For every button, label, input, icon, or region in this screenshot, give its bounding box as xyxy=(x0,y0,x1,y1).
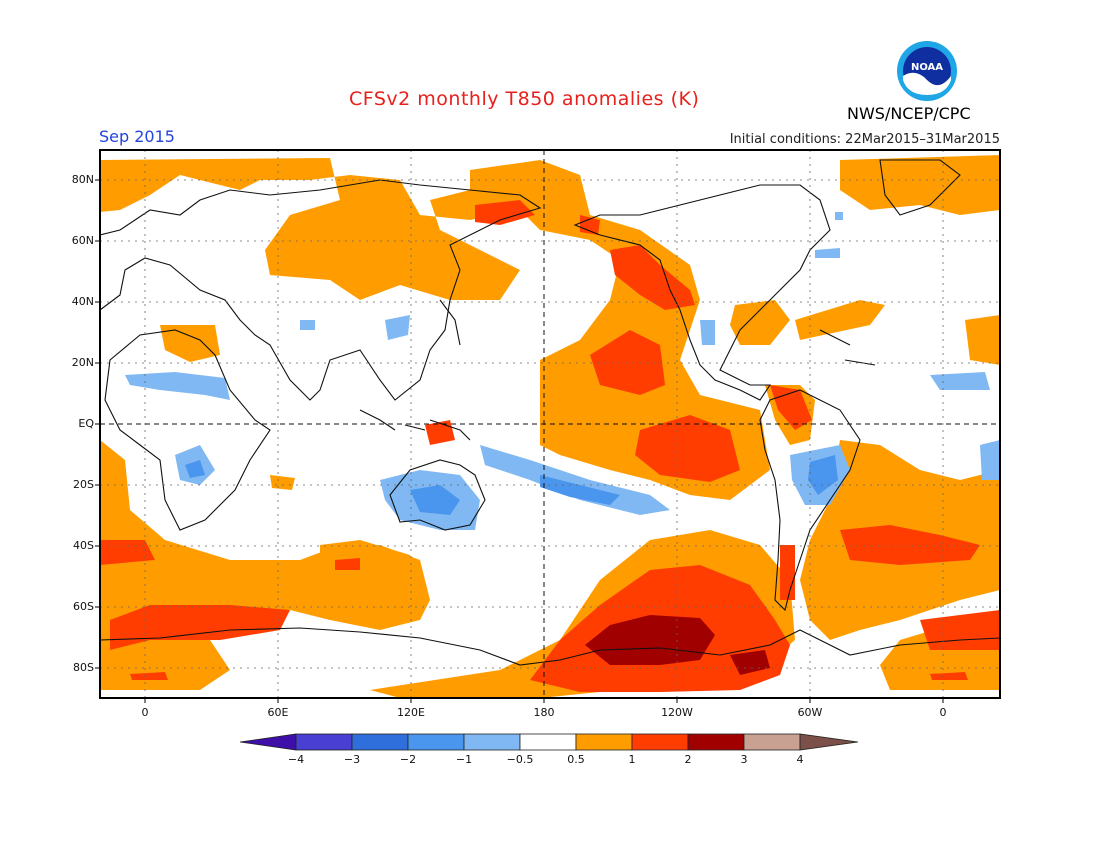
lat-label-40n: 40N xyxy=(71,295,94,308)
lat-label-20n: 20N xyxy=(71,356,94,369)
lon-label-0-west: 0 xyxy=(141,706,149,719)
lon-label-180: 180 xyxy=(533,706,555,719)
svg-text:NOAA: NOAA xyxy=(911,62,943,73)
colorbar-bin-0 xyxy=(239,733,297,751)
colorbar-bin-3 xyxy=(407,733,465,751)
colorbar-label-2: 2 xyxy=(684,753,692,766)
colorbar-bin-4 xyxy=(463,733,521,751)
colorbar-bin-1 xyxy=(295,733,353,751)
agency-label: NWS/NCEP/CPC xyxy=(847,104,971,123)
lon-label-120w: 120W xyxy=(661,706,693,719)
colorbar-bin-5 xyxy=(519,733,577,751)
lat-label-80n: 80N xyxy=(71,173,94,186)
colorbar-bin-2 xyxy=(351,733,409,751)
colorbar-label-minus2: −2 xyxy=(399,753,417,766)
initial-conditions: Initial conditions: 22Mar2015–31Mar2015 xyxy=(729,132,1000,147)
lon-label-0-east: 0 xyxy=(939,706,947,719)
map-title: CFSv2 monthly T850 anomalies (K) xyxy=(349,88,700,110)
lat-label-60s: 60S xyxy=(73,600,94,613)
lat-label-20s: 20S xyxy=(73,478,94,491)
colorbar-bin-10 xyxy=(799,733,859,751)
lat-label-60n: 60N xyxy=(71,234,94,247)
valid-month: Sep 2015 xyxy=(99,127,175,146)
colorbar-label-minus05: −0.5 xyxy=(506,753,534,766)
colorbar-bin-6 xyxy=(575,733,633,751)
lon-label-60e: 60E xyxy=(267,706,289,719)
colorbar-label-05: 0.5 xyxy=(567,753,585,766)
anomaly-field xyxy=(100,150,1000,698)
colorbar-label-3: 3 xyxy=(740,753,748,766)
colorbar-bin-8 xyxy=(687,733,745,751)
lat-label-eq: EQ xyxy=(78,417,94,430)
lat-label-80s: 80S xyxy=(73,661,94,674)
colorbar-label-minus4: −4 xyxy=(287,753,305,766)
lon-label-60w: 60W xyxy=(797,706,823,719)
colorbar-bin-7 xyxy=(631,733,689,751)
colorbar-bin-9 xyxy=(743,733,801,751)
lat-label-40s: 40S xyxy=(73,539,94,552)
colorbar xyxy=(239,733,859,751)
lon-label-120e: 120E xyxy=(397,706,425,719)
noaa-logo-icon: NOAA xyxy=(897,41,957,101)
colorbar-label-1: 1 xyxy=(628,753,636,766)
colorbar-label-4: 4 xyxy=(796,753,804,766)
colorbar-label-minus1: −1 xyxy=(455,753,473,766)
colorbar-label-minus3: −3 xyxy=(343,753,361,766)
